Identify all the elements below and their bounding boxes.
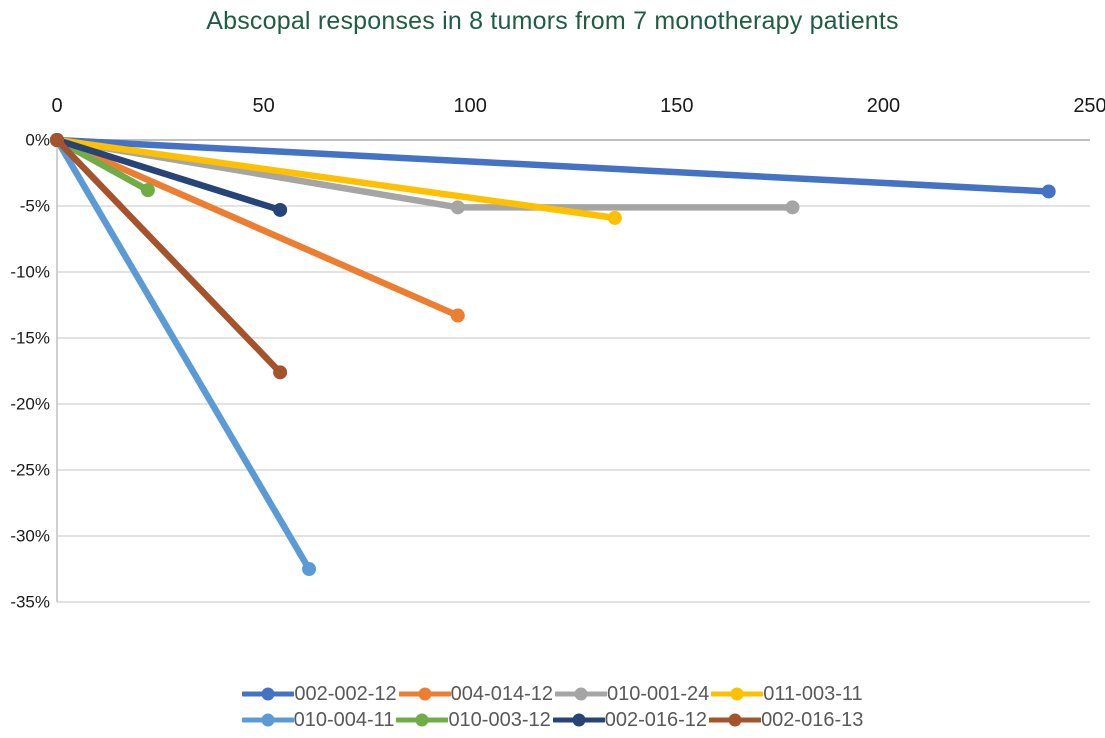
series-line-002-002-12 [53,136,1052,195]
x-axis-tick-label: 100 [454,95,487,117]
x-axis-tick-label: 200 [867,95,900,117]
x-axis-tick-label: 0 [51,95,62,117]
data-point-002-016-13 [273,365,288,380]
y-axis-tick-label: -20% [10,394,50,413]
legend-item-010-004-11: 010-004-11 [241,709,395,731]
data-point-010-001-24 [785,200,800,215]
legend-label: 002-016-12 [604,709,708,731]
legend-item-002-016-13: 002-016-13 [709,710,863,730]
legend-item-010-003-12: 010-003-12 [396,709,551,731]
legend-marker-icon [242,687,295,701]
legend-item-010-001-24: 010-001-24 [554,683,710,705]
y-axis-tick-label: 0% [25,130,50,149]
legend-marker-icon [552,713,605,727]
legend-label: 010-001-24 [606,683,710,705]
series-line-002-016-13 [53,136,284,376]
legend-label: 004-014-12 [450,683,553,705]
legend-label: 010-004-11 [293,709,395,731]
x-axis-tick-label: 250 [1073,95,1105,117]
series-line-004-014-12 [53,136,462,319]
y-axis-tick-label: -30% [10,526,50,545]
legend-item-002-016-12: 002-016-12 [552,709,708,731]
series-line-010-004-11 [53,136,313,573]
data-point-010-001-24 [450,200,465,215]
plot-area: 0% -5% -10% -15% -20% -25% -30% -35% 0 50 100 150 20… [10,95,1105,611]
legend-item-011-003-11: 011-003-11 [711,683,863,705]
legend-row: 002-002-12 004-014-12 010-001-24 011-003-11 [241,684,863,704]
data-point-002-016-13 [50,133,64,147]
data-point-002-016-12 [273,202,288,217]
x-axis-tick-label: 50 [252,95,274,117]
series-line-002-016-12 [53,136,284,214]
legend-marker-icon [554,687,607,701]
data-point-010-004-11 [302,562,317,576]
legend-label: 002-002-12 [294,683,397,705]
y-axis-tick-label: -25% [10,460,50,479]
legend-label: 011-003-11 [763,683,863,705]
y-axis-tick-label: -15% [10,328,50,347]
data-point-011-003-11 [607,210,622,225]
legend-label: 010-003-12 [448,709,551,731]
data-point-002-002-12 [1041,184,1056,199]
legend-marker-icon [396,713,449,727]
series-line-011-003-11 [53,136,619,222]
y-axis-tick-label: -10% [10,262,50,281]
legend-row: 010-004-11 010-003-12 002-016-12 002-016-13 [241,710,865,730]
legend: 002-002-12 004-014-12 010-001-24 011-003-11… [0,684,1105,730]
legend-marker-icon [709,713,762,727]
x-axis-tick-label: 150 [660,95,693,117]
data-point-004-014-12 [450,308,465,323]
chart-title: Abscopal responses in 8 tumors from 7 mo… [206,7,899,35]
legend-marker-icon [241,713,294,727]
legend-label: 002-016-13 [761,709,864,731]
y-axis-tick-label: -35% [10,592,50,611]
y-axis-tick-label: -5% [20,196,50,215]
legend-item-004-014-12: 004-014-12 [398,683,553,705]
legend-item-002-002-12: 002-002-12 [242,683,397,705]
legend-marker-icon [398,687,451,701]
series-line-010-003-12 [53,136,152,194]
data-point-010-003-12 [140,183,155,198]
legend-marker-icon [711,687,764,701]
